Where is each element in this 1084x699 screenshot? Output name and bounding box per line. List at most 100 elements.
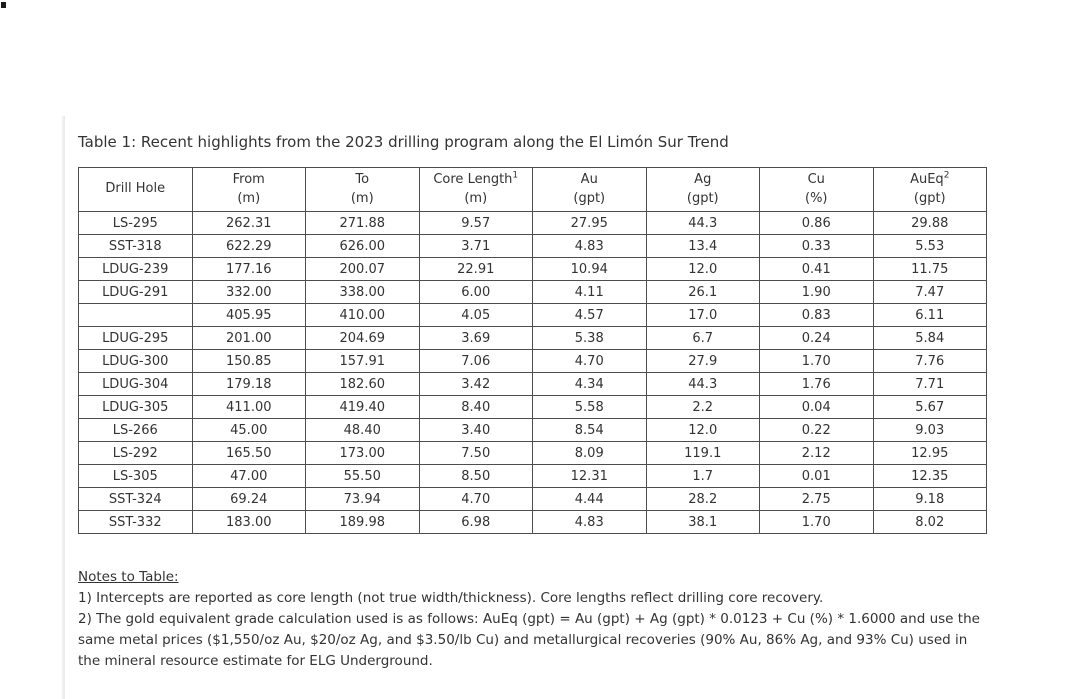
table-cell: 29.88 (872, 211, 987, 235)
column-header: AuEq2 (gpt) (872, 167, 987, 212)
table-cell: 4.34 (532, 372, 647, 396)
table-cell: 200.07 (305, 257, 420, 281)
table-cell: 411.00 (191, 395, 306, 419)
table-row: SST-332 183.00 189.98 6.98 4.83 38.1 1.70 8.02 (78, 510, 987, 534)
table-cell: 0.83 (759, 303, 874, 327)
notes-section: Notes to Table: 1) Intercepts are report… (78, 567, 988, 672)
table-cell: 189.98 (305, 510, 420, 534)
table-cell: 12.0 (645, 418, 760, 442)
table-cell: 11.75 (872, 257, 987, 281)
table-cell: LDUG-305 (78, 395, 193, 419)
table-cell: 4.05 (418, 303, 533, 327)
table-cell: 9.03 (872, 418, 987, 442)
table-row: LDUG-239 177.16 200.07 22.91 10.94 12.0 0.41 11… (78, 257, 987, 281)
table-cell: 26.1 (645, 280, 760, 304)
note-item-2: 2) The gold equivalent grade calculation… (78, 611, 980, 669)
table-cell: 5.84 (872, 326, 987, 350)
table-cell: 622.29 (191, 234, 306, 258)
table-row: LS-266 45.00 48.40 3.40 8.54 12.0 0.22 9.03 (78, 418, 987, 442)
table-cell: 262.31 (191, 211, 306, 235)
table-cell: 69.24 (191, 487, 306, 511)
table-cell: 8.09 (532, 441, 647, 465)
table-cell: 0.24 (759, 326, 874, 350)
table-row: LDUG-300 150.85 157.91 7.06 4.70 27.9 1.70 7.76 (78, 349, 987, 373)
table-cell: 6.7 (645, 326, 760, 350)
table-cell: 3.40 (418, 418, 533, 442)
table-cell: 405.95 (191, 303, 306, 327)
table-cell: 183.00 (191, 510, 306, 534)
table-cell: 8.02 (872, 510, 987, 534)
table-cell: SST-332 (78, 510, 193, 534)
table-cell: 0.86 (759, 211, 874, 235)
table-cell: 4.83 (532, 510, 647, 534)
table-cell: 119.1 (645, 441, 760, 465)
table-row: LDUG-291 332.00 338.00 6.00 4.11 26.1 1.90 7.47 (78, 280, 987, 304)
table-cell: LS-292 (78, 441, 193, 465)
left-page-edge-rule (62, 116, 65, 699)
table-cell: 27.95 (532, 211, 647, 235)
table-cell: 1.90 (759, 280, 874, 304)
note-item-1: 1) Intercepts are reported as core lengt… (78, 590, 824, 606)
table-cell: 38.1 (645, 510, 760, 534)
table-cell (78, 303, 193, 327)
table-cell: LDUG-239 (78, 257, 193, 281)
table-cell: 332.00 (191, 280, 306, 304)
table-row: LS-292 165.50 173.00 7.50 8.09 119.1 2.12 12.95 (78, 441, 987, 465)
table-cell: 3.71 (418, 234, 533, 258)
table-row: LDUG-304 179.18 182.60 3.42 4.34 44.3 1.76 7.71 (78, 372, 987, 396)
table-cell: 7.71 (872, 372, 987, 396)
table-cell: 2.2 (645, 395, 760, 419)
table-cell: 5.67 (872, 395, 987, 419)
table-cell: 271.88 (305, 211, 420, 235)
drill-results-table: Drill Hole From (m) To (m) Core Length1 (m) Au(… (78, 167, 987, 534)
column-header: Ag (gpt) (645, 167, 760, 212)
table-cell: 7.06 (418, 349, 533, 373)
table-cell: 44.3 (645, 372, 760, 396)
table-cell: LDUG-295 (78, 326, 193, 350)
table-cell: 419.40 (305, 395, 420, 419)
table-cell: 338.00 (305, 280, 420, 304)
table-cell: 410.00 (305, 303, 420, 327)
table-cell: 12.95 (872, 441, 987, 465)
table-cell: LDUG-304 (78, 372, 193, 396)
table-cell: 3.42 (418, 372, 533, 396)
table-cell: 626.00 (305, 234, 420, 258)
table-cell: 4.70 (418, 487, 533, 511)
table-cell: 10.94 (532, 257, 647, 281)
column-header: Cu (%) (759, 167, 874, 212)
table-cell: 1.70 (759, 510, 874, 534)
table-cell: 4.44 (532, 487, 647, 511)
table-cell: 9.18 (872, 487, 987, 511)
table-cell: 5.58 (532, 395, 647, 419)
table-cell: 4.11 (532, 280, 647, 304)
table-row: SST-324 69.24 73.94 4.70 4.44 28.2 2.75 9.18 (78, 487, 987, 511)
table-cell: 3.69 (418, 326, 533, 350)
table-cell: 0.22 (759, 418, 874, 442)
document-body: Table 1: Recent highlights from the 2023… (78, 133, 988, 672)
table-cell: 6.00 (418, 280, 533, 304)
table-cell: 157.91 (305, 349, 420, 373)
table-cell: 1.7 (645, 464, 760, 488)
table-cell: 8.50 (418, 464, 533, 488)
table-cell: LDUG-300 (78, 349, 193, 373)
table-cell: SST-318 (78, 234, 193, 258)
column-header: Core Length1 (m) (418, 167, 533, 212)
table-cell: 2.12 (759, 441, 874, 465)
table-row: LDUG-295 201.00 204.69 3.69 5.38 6.7 0.24 5.84 (78, 326, 987, 350)
table-cell: 5.38 (532, 326, 647, 350)
table-cell: 47.00 (191, 464, 306, 488)
column-header: Au (gpt) (532, 167, 647, 212)
table-cell: 12.31 (532, 464, 647, 488)
table-cell: 6.11 (872, 303, 987, 327)
table-cell: 0.01 (759, 464, 874, 488)
table-cell: 17.0 (645, 303, 760, 327)
table-cell: 0.04 (759, 395, 874, 419)
table-row: LS-295 262.31 271.88 9.57 27.95 44.3 0.86 29.88 (78, 211, 987, 235)
table-cell: 177.16 (191, 257, 306, 281)
table-cell: 5.53 (872, 234, 987, 258)
table-cell: 12.35 (872, 464, 987, 488)
table-cell: 173.00 (305, 441, 420, 465)
table-cell: 201.00 (191, 326, 306, 350)
table-cell: 204.69 (305, 326, 420, 350)
table-cell: 7.50 (418, 441, 533, 465)
